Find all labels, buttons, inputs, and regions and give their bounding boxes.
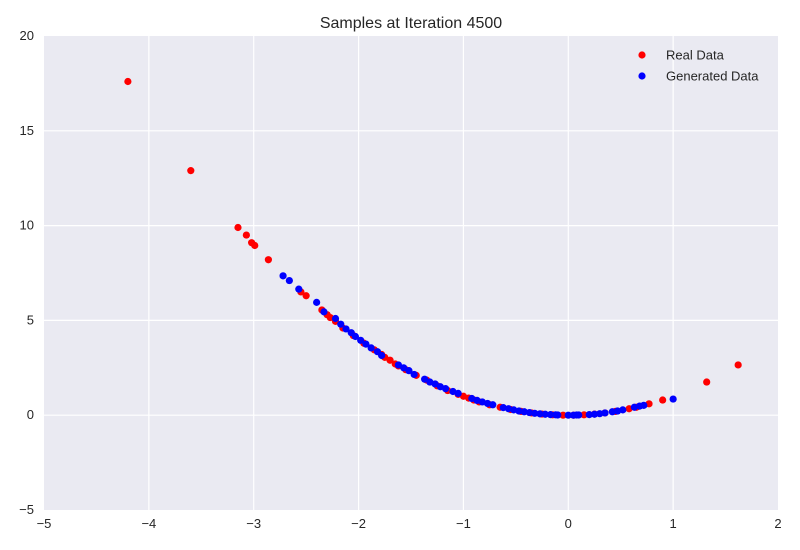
- x-tick-label: 0: [565, 516, 572, 531]
- generated-data-point: [640, 401, 648, 409]
- generated-data-point: [575, 411, 583, 419]
- real-data-point: [264, 256, 272, 264]
- generated-data-point: [320, 308, 328, 316]
- real-data-point: [187, 167, 195, 175]
- generated-data-point: [295, 285, 303, 293]
- x-tick-label: 1: [670, 516, 677, 531]
- real-data-point: [703, 378, 711, 386]
- real-data-point: [659, 396, 667, 404]
- generated-data-point: [454, 389, 462, 397]
- y-tick-label: 20: [20, 28, 34, 43]
- generated-data-point: [442, 385, 450, 393]
- generated-data-point: [601, 409, 609, 417]
- plot-area: [44, 36, 778, 510]
- generated-data-point: [337, 320, 345, 328]
- real-data-point: [251, 241, 259, 250]
- generated-data-point: [357, 336, 365, 344]
- generated-data-point: [279, 272, 287, 280]
- x-tick-labels: −5 −4 −3 −2 −1 0 1 2: [37, 516, 782, 531]
- y-tick-labels: −5 0 5 10 15 20: [19, 28, 34, 517]
- real-data-point: [124, 77, 132, 86]
- generated-data-point: [619, 406, 627, 414]
- chart-title: Samples at Iteration 4500: [320, 15, 502, 32]
- generated-data-point: [669, 395, 677, 403]
- real-data-point: [734, 361, 742, 369]
- generated-data-point: [541, 410, 549, 418]
- legend-label-generated: Generated Data: [666, 69, 759, 84]
- generated-data-point: [313, 298, 321, 306]
- x-tick-label: −2: [351, 516, 366, 531]
- generated-data-point: [367, 344, 375, 352]
- generated-data-point: [378, 351, 386, 360]
- generated-data-point: [546, 411, 555, 419]
- generated-data-point: [362, 340, 370, 348]
- generated-data-point: [489, 401, 497, 409]
- generated-data-point: [351, 332, 360, 341]
- y-tick-label: 5: [27, 312, 34, 327]
- real-data-point: [302, 292, 310, 300]
- generated-data-point: [531, 409, 539, 417]
- real-data-point: [559, 411, 567, 419]
- legend: Real Data Generated Data: [638, 48, 759, 84]
- generated-data-point: [554, 411, 562, 419]
- real-data-point: [234, 223, 242, 232]
- grid-lines: [44, 36, 778, 510]
- x-tick-label: −4: [141, 516, 156, 531]
- x-tick-label: −3: [246, 516, 261, 531]
- generated-data-point: [331, 314, 340, 323]
- x-tick-label: −5: [37, 516, 52, 531]
- x-tick-label: 2: [774, 516, 781, 531]
- y-tick-label: 0: [27, 407, 34, 422]
- generated-data-point: [585, 411, 593, 419]
- y-tick-label: 15: [20, 123, 34, 138]
- real-data-point: [386, 356, 394, 364]
- legend-marker-real: [638, 51, 646, 59]
- x-tick-label: −1: [456, 516, 471, 531]
- generated-data-point: [564, 411, 572, 419]
- generated-data-point: [536, 410, 544, 418]
- generated-data-point: [342, 325, 350, 333]
- y-tick-label: −5: [19, 502, 34, 517]
- legend-label-real: Real Data: [666, 48, 725, 63]
- generated-data-point: [285, 276, 293, 285]
- generated-data-point: [405, 367, 413, 375]
- data-points: [124, 77, 742, 419]
- generated-data-point: [410, 370, 418, 379]
- y-tick-label: 10: [20, 218, 34, 233]
- real-data-point: [580, 411, 588, 419]
- real-data-point: [242, 231, 250, 239]
- legend-marker-generated: [638, 72, 646, 80]
- generated-data-point: [590, 410, 599, 418]
